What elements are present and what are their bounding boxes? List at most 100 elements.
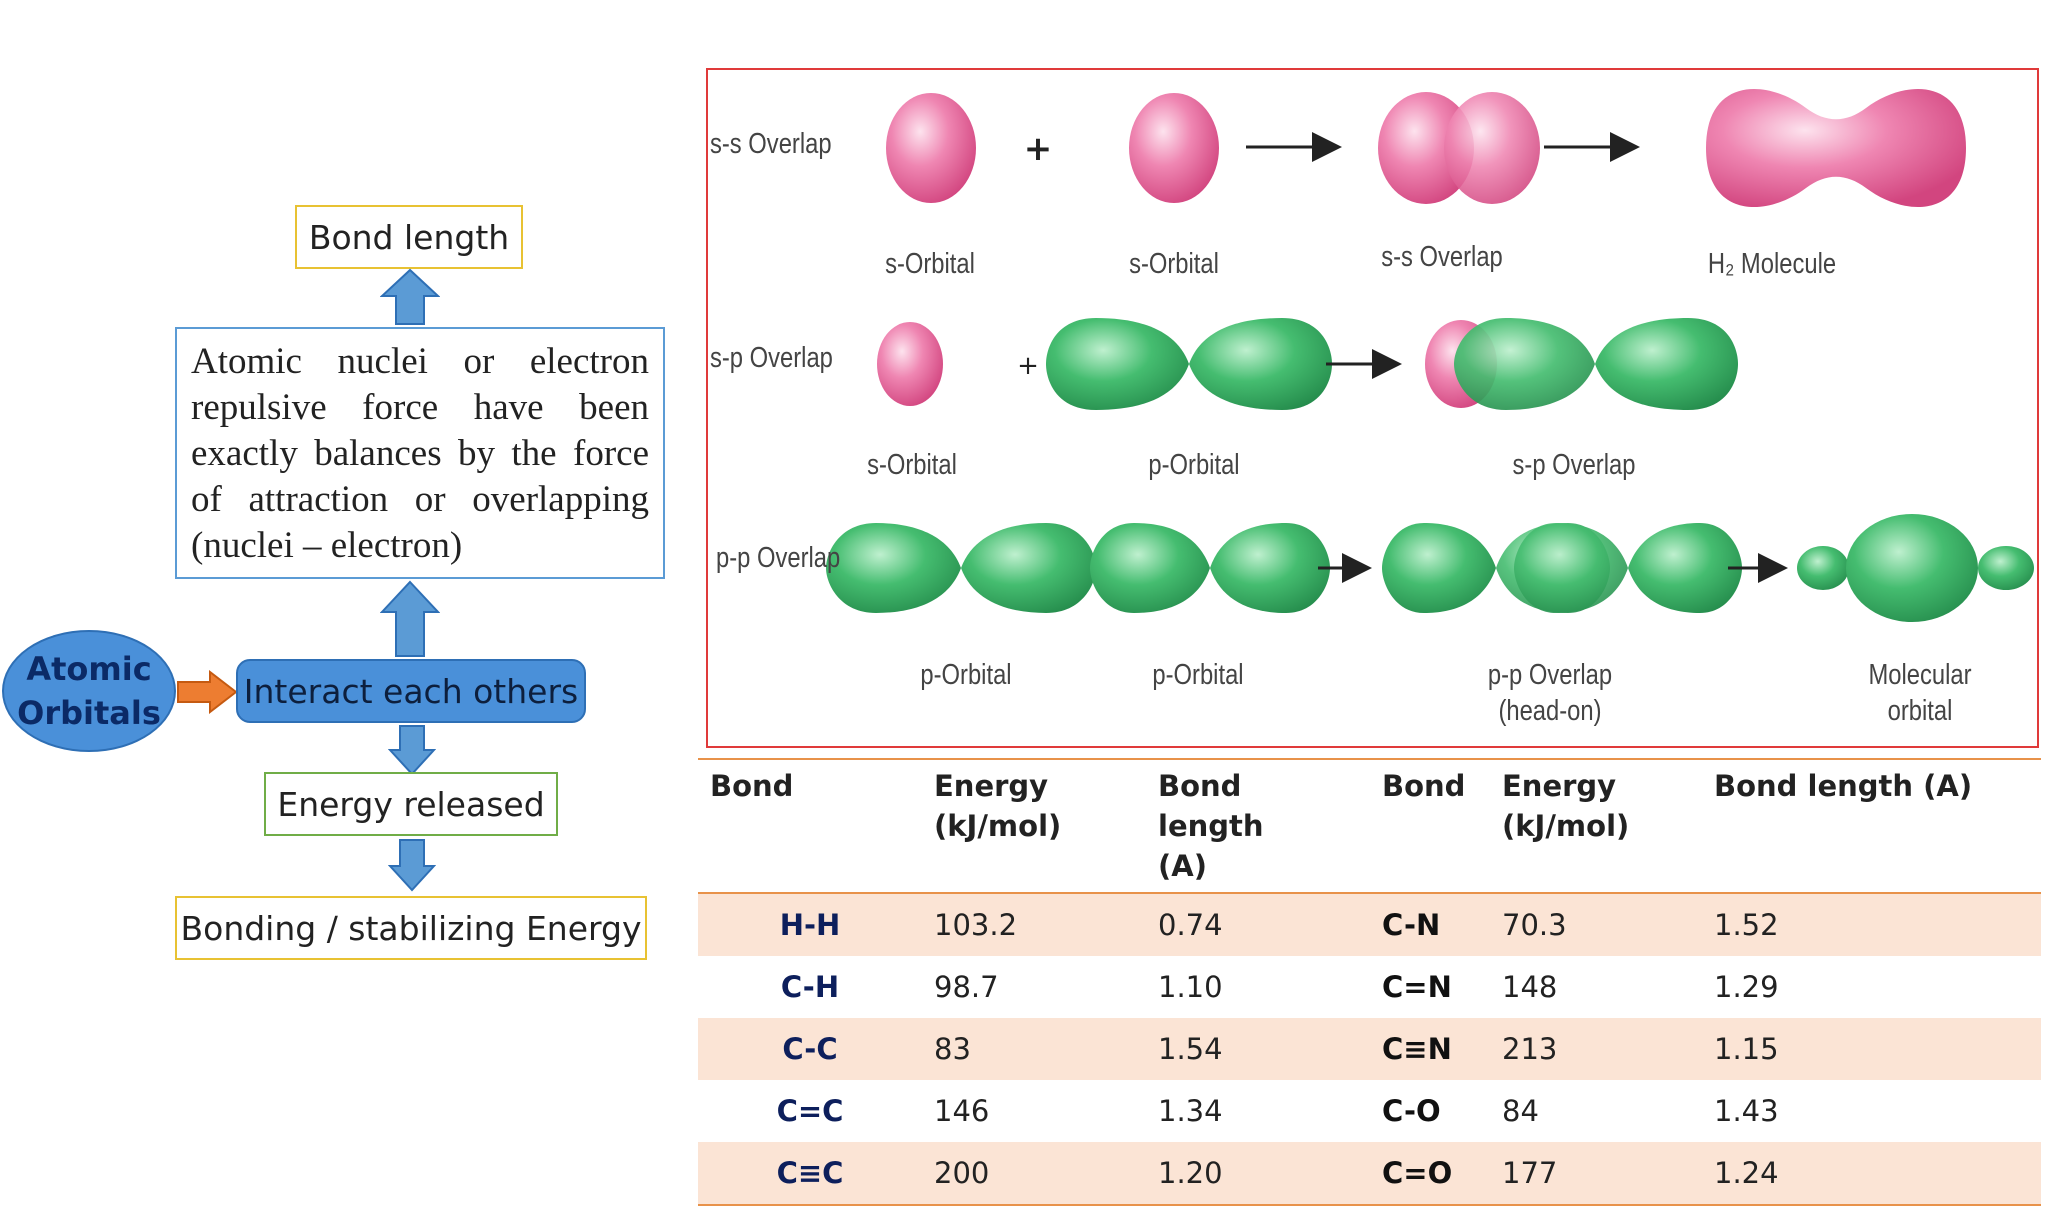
header-bond-2: Bond <box>1370 758 1490 894</box>
s-s-overlap-shape <box>1378 92 1474 204</box>
caption-s-p-overlap: s-p Overlap <box>1512 449 1636 481</box>
bond-length-label: Bond length <box>308 217 510 257</box>
caption-s-orbital: s-Orbital <box>867 449 957 481</box>
bond-energy-table: Bond Energy (kJ/mol) Bond length (A) Bon… <box>698 758 2041 1206</box>
energy-cell-2: 84 <box>1502 1094 1539 1128</box>
length-cell: 1.10 <box>1158 970 1223 1004</box>
bond-cell-2: C=O <box>1370 1142 1490 1206</box>
bond-cell: H-H <box>698 893 922 956</box>
p-p-overlap-shape <box>1628 523 1742 613</box>
caption-s-orbital: s-Orbital <box>885 248 975 280</box>
s-p-overlap-shape <box>1595 318 1738 410</box>
length-cell-2: 1.15 <box>1702 1018 2041 1080</box>
arrow-right-icon <box>177 670 238 714</box>
atomic-orbitals-line1: Atomic <box>26 650 152 688</box>
bond-length-box: Bond length <box>295 205 523 269</box>
p-orbital-shape <box>826 523 961 613</box>
arrow-down-icon <box>388 725 436 776</box>
energy-released-box: Energy released <box>264 772 558 836</box>
bond-cell-2: C-O <box>1382 1094 1441 1128</box>
bonding-energy-label: Bonding / stabilizing Energy <box>180 908 642 948</box>
energy-cell: 200 <box>922 1142 1146 1206</box>
molecular-orbital-lobe <box>1978 546 2034 590</box>
caption-p-orbital: p-Orbital <box>920 659 1012 691</box>
s-orbital-shape <box>877 322 943 406</box>
header-bond-length-b: (A) <box>1158 849 1207 883</box>
header-bond-length-2: Bond length (A) <box>1702 758 2041 894</box>
bond-cell-2: C=N <box>1382 970 1452 1004</box>
bond-cell: C-C <box>698 1018 922 1080</box>
length-cell-2: 1.29 <box>1714 970 1779 1004</box>
row-label-p-p: p-p Overlap <box>716 542 841 574</box>
header-energy: Energy (kJ/mol) <box>922 758 1146 894</box>
length-cell-2: 1.52 <box>1702 893 2041 956</box>
bond-cell: C≡C <box>698 1142 922 1206</box>
balance-description-box: Atomic nuclei or electron repulsive forc… <box>175 327 665 579</box>
s-orbital-shape <box>1129 93 1219 203</box>
table-row: C-C 83 1.54 C≡N 213 1.15 <box>698 1018 2041 1080</box>
length-cell-2: 1.24 <box>1702 1142 2041 1206</box>
bonding-energy-box: Bonding / stabilizing Energy <box>175 896 647 960</box>
energy-cell: 146 <box>934 1094 990 1128</box>
p-orbital-shape <box>1046 318 1189 410</box>
p-orbital-shape <box>1210 523 1330 613</box>
energy-cell: 83 <box>922 1018 1146 1080</box>
plus-sign: + <box>1017 351 1039 381</box>
row-label-s-s: s-s Overlap <box>710 128 832 160</box>
energy-cell: 98.7 <box>934 970 999 1004</box>
balance-description-text: Atomic nuclei or electron repulsive forc… <box>191 341 649 566</box>
energy-cell-2: 148 <box>1502 970 1558 1004</box>
caption-h2-molecule: H₂ Molecule <box>1707 248 1837 280</box>
energy-released-label: Energy released <box>277 784 545 824</box>
s-s-overlap-shape <box>1444 92 1540 204</box>
p-p-overlap-shape <box>1514 523 1628 613</box>
row-label-s-p: s-p Overlap <box>710 342 833 374</box>
interact-node: Interact each others <box>236 659 586 723</box>
bond-cell: C-H <box>780 970 840 1004</box>
length-cell: 0.74 <box>1146 893 1370 956</box>
energy-cell-2: 213 <box>1490 1018 1702 1080</box>
arrow-up-icon <box>380 580 440 657</box>
header-bond-length-a: Bond length <box>1158 769 1264 843</box>
p-orbital-shape <box>1090 523 1210 613</box>
caption-p-orbital: p-Orbital <box>1152 659 1244 691</box>
bond-cell: C=C <box>776 1094 844 1128</box>
energy-cell-2: 70.3 <box>1490 893 1702 956</box>
caption-s-s-overlap: s-s Overlap <box>1381 241 1503 273</box>
bond-cell-2: C-N <box>1370 893 1490 956</box>
energy-cell: 103.2 <box>922 893 1146 956</box>
header-energy-2: Energy (kJ/mol) <box>1490 758 1702 894</box>
energy-cell-2: 177 <box>1490 1142 1702 1206</box>
caption-p-orbital: p-Orbital <box>1148 449 1240 481</box>
caption-molecular: Molecular <box>1868 659 1972 691</box>
arrow-up-icon <box>380 268 440 325</box>
atomic-orbitals-line2: Orbitals <box>17 694 161 732</box>
caption-s-orbital: s-Orbital <box>1129 248 1219 280</box>
caption-orbital: orbital <box>1887 695 1953 727</box>
plus-sign: + <box>1024 129 1053 169</box>
table-row: H-H 103.2 0.74 C-N 70.3 1.52 <box>698 893 2041 956</box>
header-bond: Bond <box>698 758 922 894</box>
length-cell: 1.20 <box>1146 1142 1370 1206</box>
s-p-overlap-shape <box>1454 318 1595 410</box>
molecular-orbital-lobe <box>1797 546 1849 590</box>
table-row: C=C 146 1.34 C-O 84 1.43 <box>698 1080 2041 1142</box>
arrow-down-icon <box>388 839 436 892</box>
bond-cell-2: C≡N <box>1370 1018 1490 1080</box>
p-orbital-shape <box>961 523 1096 613</box>
atomic-orbitals-node: Atomic Orbitals <box>2 630 176 752</box>
p-orbital-shape <box>1189 318 1332 410</box>
h2-molecule-shape <box>1706 88 1966 208</box>
length-cell: 1.34 <box>1158 1094 1223 1128</box>
table-row: C≡C 200 1.20 C=O 177 1.24 <box>698 1142 2041 1206</box>
header-bond-length: Bond length (A) <box>1146 758 1370 894</box>
p-p-overlap-shape <box>1382 523 1496 613</box>
s-orbital-shape <box>886 93 976 203</box>
table-row: C-H 98.7 1.10 C=N 148 1.29 <box>698 956 2041 1018</box>
caption-head-on: (head-on) <box>1498 695 1602 727</box>
interact-label: Interact each others <box>243 671 579 711</box>
orbital-overlap-diagram: + + + <box>826 88 2034 622</box>
table-header-row: Bond Energy (kJ/mol) Bond length (A) Bon… <box>698 758 2041 894</box>
caption-p-p-overlap: p-p Overlap <box>1487 659 1613 691</box>
molecular-orbital-shape <box>1846 514 1978 622</box>
